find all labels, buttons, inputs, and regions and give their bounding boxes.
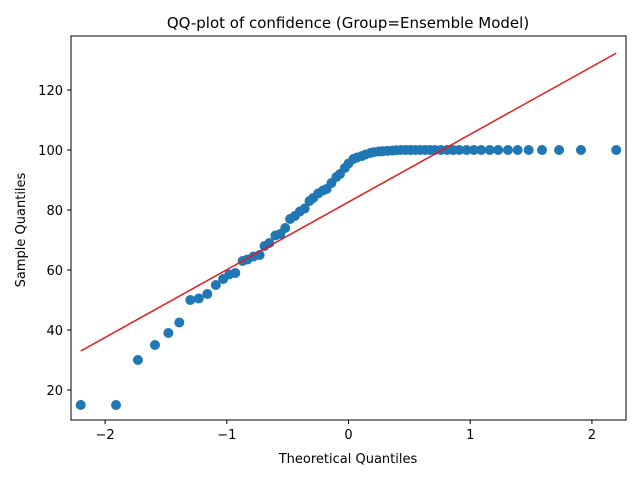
data-point	[484, 145, 495, 155]
data-point	[468, 145, 479, 155]
data-point	[502, 145, 513, 155]
y-tick-label: 100	[38, 144, 63, 159]
reference-line	[80, 52, 617, 352]
data-point	[149, 340, 160, 350]
data-point	[75, 400, 86, 410]
data-point	[132, 355, 143, 365]
plot-area	[75, 52, 622, 410]
x-tick-label: 1	[466, 428, 474, 443]
data-point	[493, 145, 504, 155]
data-point	[193, 293, 204, 304]
chart-title: QQ-plot of confidence (Group=Ensemble Mo…	[167, 14, 529, 32]
data-point	[163, 328, 174, 338]
data-point	[512, 145, 523, 155]
data-point	[611, 145, 622, 155]
data-point	[476, 145, 487, 155]
x-tick-label: −1	[217, 428, 236, 443]
data-point	[454, 145, 465, 155]
y-tick-label: 20	[46, 384, 63, 399]
axes: −2 −1 0 1 2 20 40 60 80 100 120	[38, 35, 627, 443]
data-point	[280, 223, 291, 233]
x-tick-label: 0	[344, 428, 352, 443]
data-point	[461, 145, 472, 155]
y-tick-label: 40	[46, 324, 63, 339]
y-tick-label: 80	[46, 204, 63, 219]
x-axis-label: Theoretical Quantiles	[278, 452, 418, 467]
data-point	[202, 289, 213, 299]
data-point	[554, 145, 565, 155]
data-point	[185, 295, 196, 305]
data-point	[210, 280, 221, 290]
data-point	[230, 268, 241, 278]
y-axis-label: Sample Quantiles	[14, 172, 29, 287]
data-point	[523, 145, 534, 155]
data-point	[575, 145, 586, 155]
data-point	[299, 203, 310, 214]
x-tick-label: −2	[95, 428, 114, 443]
data-point	[111, 400, 122, 410]
data-point	[537, 145, 548, 155]
y-tick-label: 60	[46, 264, 63, 279]
x-tick-label: 2	[588, 428, 596, 443]
data-point	[174, 317, 185, 328]
y-tick-label: 120	[38, 84, 63, 99]
